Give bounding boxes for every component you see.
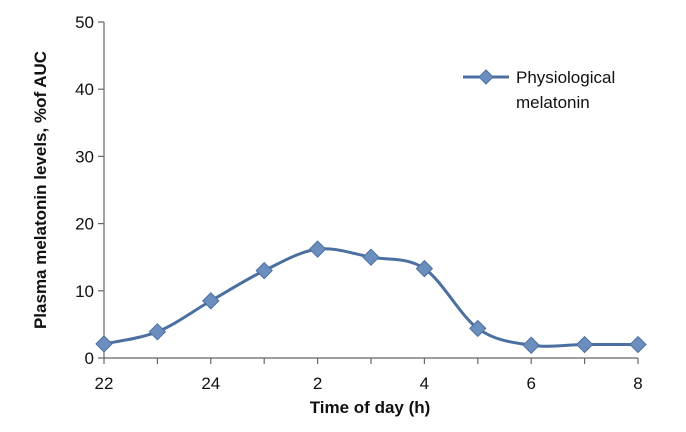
x-tick-label: 6	[526, 374, 535, 393]
legend: Physiological melatonin	[463, 68, 615, 112]
data-point-marker	[522, 336, 540, 354]
legend-label-line2: melatonin	[516, 93, 590, 112]
data-point-marker	[469, 319, 487, 338]
x-tick-label: 8	[633, 374, 642, 393]
data-point-marker	[95, 335, 113, 353]
y-tick-label: 50	[75, 13, 94, 32]
x-tick-label: 24	[201, 374, 220, 393]
y-tick-label: 40	[75, 80, 94, 99]
y-tick-label: 30	[75, 147, 94, 166]
x-axis-tick-marks	[103, 358, 639, 364]
data-point-marker	[575, 335, 594, 354]
x-axis-title: Time of day (h)	[310, 398, 431, 417]
x-tick-label: 2	[313, 374, 322, 393]
data-point-marker	[415, 259, 434, 278]
y-axis-title-group: Plasma melatonin levels, %of AUC	[31, 51, 50, 329]
y-axis-tick-labels: 0 10 20 30 40 50	[75, 13, 94, 368]
data-point-marker	[148, 323, 167, 341]
data-point-marker	[255, 261, 273, 280]
x-tick-label: 22	[95, 374, 114, 393]
x-tick-label: 4	[420, 374, 429, 393]
y-tick-label: 0	[85, 349, 94, 368]
data-point-marker	[629, 335, 647, 354]
data-point-marker	[202, 292, 220, 310]
data-point-marker	[308, 240, 327, 258]
x-axis-tick-labels: 22 24 2 4 6 8	[95, 374, 643, 393]
legend-label-line1: Physiological	[516, 68, 615, 87]
y-axis-tick-marks	[98, 21, 104, 359]
y-tick-label: 10	[75, 282, 94, 301]
legend-marker	[478, 69, 494, 85]
data-point-marker	[362, 248, 380, 266]
y-axis-title: Plasma melatonin levels, %of AUC	[31, 51, 50, 329]
series-layer	[95, 240, 647, 354]
y-tick-label: 20	[75, 215, 94, 234]
